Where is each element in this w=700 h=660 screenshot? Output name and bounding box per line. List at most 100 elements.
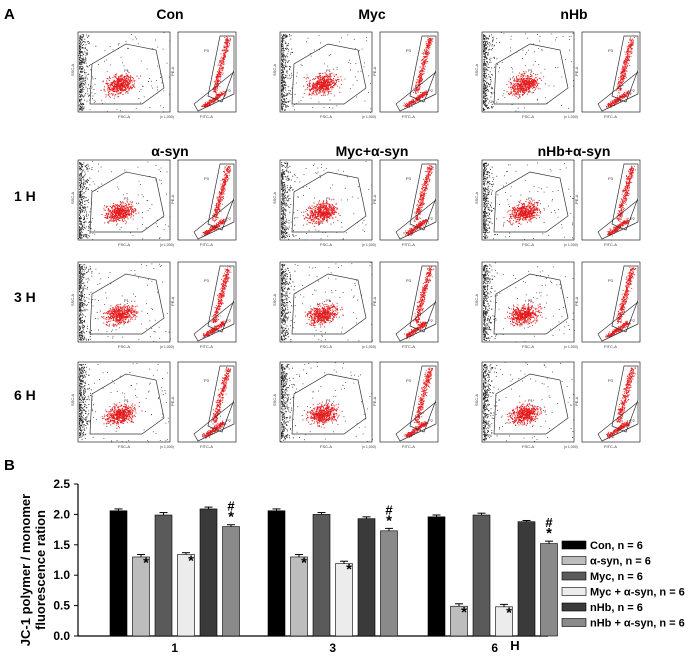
column-title-nhb-asyn: nHb+α-syn bbox=[537, 143, 611, 159]
y-tick-label: 0.0 bbox=[53, 629, 70, 643]
column-title-myc-asyn: Myc+α-syn bbox=[335, 143, 409, 159]
svg-text:FSC-A: FSC-A bbox=[320, 114, 332, 119]
legend-label: nHb, n = 6 bbox=[590, 602, 643, 614]
x-tick-label: 3 bbox=[329, 641, 336, 655]
column-title-asyn: α-syn bbox=[151, 143, 189, 159]
significance-star: * bbox=[386, 512, 392, 529]
y-tick-label: 0.5 bbox=[53, 599, 70, 613]
legend-swatch bbox=[561, 602, 587, 612]
svg-text:P1: P1 bbox=[528, 68, 534, 73]
bar bbox=[357, 518, 376, 637]
legend-swatch bbox=[561, 618, 587, 627]
svg-text:SSC-A: SSC-A bbox=[474, 63, 479, 76]
bar bbox=[380, 530, 398, 637]
significance-hash: # bbox=[385, 502, 393, 517]
legend-label: nHb + α-syn, n = 6 bbox=[590, 618, 685, 630]
column-title-con: Con bbox=[156, 6, 184, 22]
fsc-ssc-scatter-plot: P1 FSC-A (x 1,000) SSC-A bbox=[70, 31, 174, 119]
significance-star: * bbox=[188, 553, 194, 570]
svg-text:P3: P3 bbox=[406, 48, 412, 53]
bar bbox=[132, 556, 150, 637]
bar bbox=[267, 510, 286, 637]
legend-swatch bbox=[561, 571, 587, 581]
chart-legend: Con, n = 6 α-syn, n = 6 Myc, n = 6 Myc + α-… bbox=[561, 540, 685, 630]
bar bbox=[472, 514, 491, 637]
column-title-myc: Myc bbox=[358, 6, 386, 22]
y-axis-label-line2: fluorescence ration bbox=[33, 510, 48, 630]
panel-a-label: A bbox=[4, 6, 15, 23]
svg-text:P3: P3 bbox=[204, 48, 210, 53]
bar bbox=[312, 514, 331, 637]
bar bbox=[450, 605, 468, 637]
significance-star: * bbox=[346, 561, 352, 578]
significance-star: * bbox=[506, 604, 512, 621]
y-axis-label-line1: JC-1 polymer / monomer bbox=[18, 494, 33, 646]
significance-star: * bbox=[461, 604, 467, 621]
bar bbox=[154, 514, 173, 637]
significance-star: * bbox=[546, 525, 552, 542]
svg-text:(x 1,000): (x 1,000) bbox=[160, 115, 174, 119]
row-label-6h: 6 H bbox=[14, 387, 36, 403]
svg-text:PE-A: PE-A bbox=[372, 66, 377, 76]
bar bbox=[290, 556, 308, 637]
svg-text:(x 1,000): (x 1,000) bbox=[564, 115, 578, 119]
bar bbox=[335, 563, 353, 637]
significance-hash: # bbox=[545, 515, 553, 530]
bar bbox=[177, 554, 195, 637]
legend-swatch bbox=[561, 556, 587, 565]
bar bbox=[540, 543, 558, 637]
y-tick-label: 2.5 bbox=[53, 477, 70, 491]
x-axis-label: H bbox=[510, 638, 519, 653]
legend-label: α-syn, n = 6 bbox=[590, 556, 651, 568]
legend-label: Con, n = 6 bbox=[590, 540, 643, 552]
legend-label: Myc + α-syn, n = 6 bbox=[590, 587, 685, 599]
bar bbox=[517, 521, 536, 637]
svg-text:FITC-A: FITC-A bbox=[402, 114, 415, 119]
x-tick-label: 6 bbox=[491, 641, 498, 655]
flow-cytometry-grid: P1 FSC-A (x 1,000) SSC-A P3 P2 FITC-A PE-A P1 FSC… bbox=[70, 31, 641, 449]
legend-swatch bbox=[561, 540, 587, 550]
svg-text:P2: P2 bbox=[428, 88, 434, 93]
column-title-nhb: nHb bbox=[560, 6, 588, 22]
svg-text:SSC-A: SSC-A bbox=[70, 63, 75, 76]
y-tick-label: 2.0 bbox=[53, 507, 70, 521]
significance-star: * bbox=[228, 509, 234, 526]
bar bbox=[427, 516, 446, 637]
svg-text:FITC-A: FITC-A bbox=[200, 114, 213, 119]
svg-text:P1: P1 bbox=[326, 68, 332, 73]
legend-label: Myc, n = 6 bbox=[590, 571, 643, 583]
bar bbox=[199, 508, 218, 637]
significance-star: * bbox=[143, 555, 149, 572]
svg-text:SSC-A: SSC-A bbox=[272, 63, 277, 76]
svg-text:FSC-A: FSC-A bbox=[118, 114, 130, 119]
fitc-pe-scatter-plot: P3 P2 FITC-A PE-A bbox=[372, 31, 439, 119]
svg-text:P1: P1 bbox=[124, 68, 130, 73]
bar bbox=[222, 526, 240, 637]
jc1-bar-chart: JC-1 polymer / monomer fluorescence rati… bbox=[18, 477, 685, 655]
svg-text:P2: P2 bbox=[226, 88, 232, 93]
svg-text:FSC-A: FSC-A bbox=[522, 114, 534, 119]
significance-star: * bbox=[301, 555, 307, 572]
x-tick-label: 1 bbox=[171, 641, 178, 655]
svg-text:PE-A: PE-A bbox=[170, 66, 175, 76]
row-label-1h: 1 H bbox=[14, 188, 36, 204]
fsc-ssc-scatter-plot: P1 FSC-A (x 1,000) SSC-A bbox=[474, 31, 578, 119]
